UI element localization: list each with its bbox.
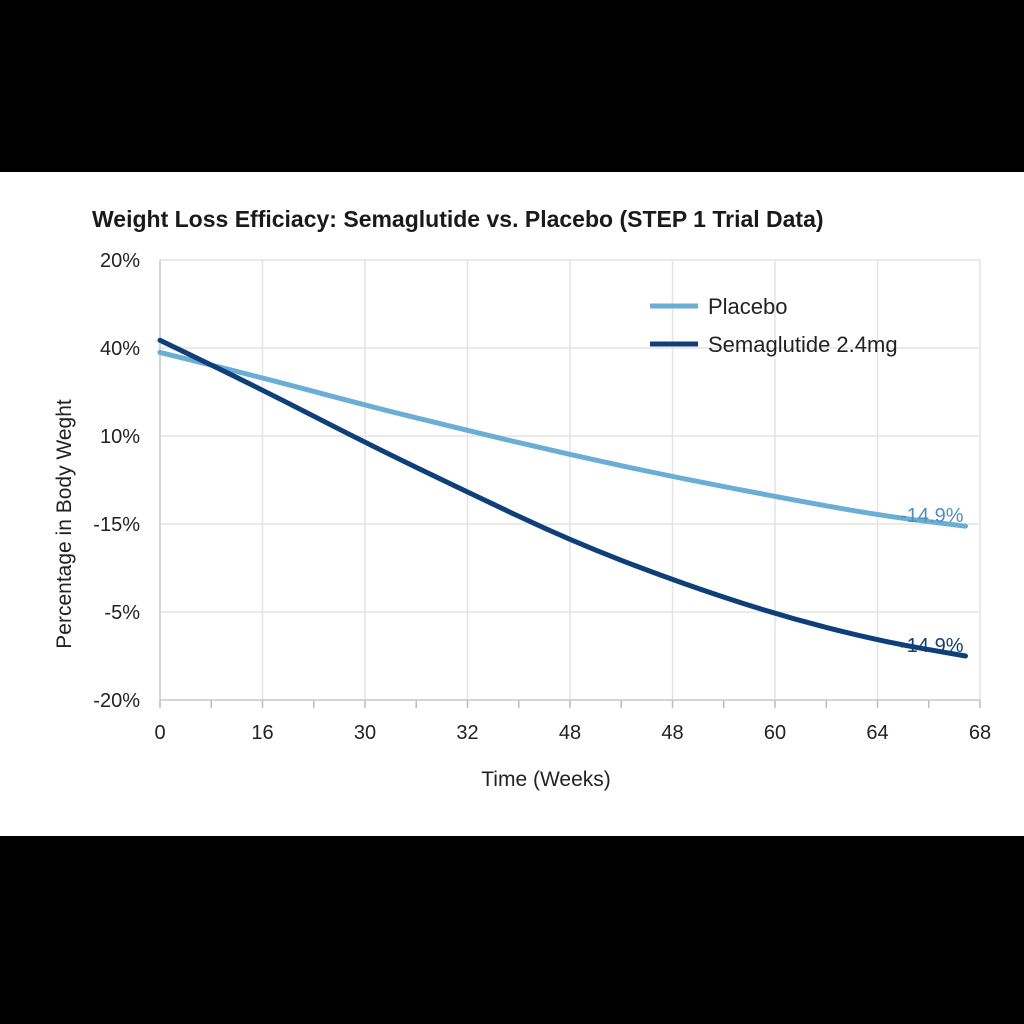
series-line-placebo [157, 349, 969, 529]
x-tick-label: 68 [969, 722, 991, 744]
y-tick-label: 40% [100, 338, 140, 360]
x-axis-ticks: 0 16 30 32 48 48 60 64 68 [154, 722, 991, 744]
line-chart: Weight Loss Efficiacy: Semaglutide vs. P… [53, 206, 991, 791]
x-tick-label: 32 [456, 722, 478, 744]
y-tick-label: 20% [100, 250, 140, 272]
series-line-semaglutide [157, 337, 969, 659]
x-tick-label: 48 [559, 722, 581, 744]
legend-label: Placebo [708, 294, 788, 319]
y-tick-label: 10% [100, 426, 140, 448]
y-tick-label: -15% [93, 514, 140, 536]
y-tick-label: -5% [104, 602, 140, 624]
y-tick-label: -20% [93, 690, 140, 712]
y-axis-label: Percentage in Body Weght [53, 399, 76, 649]
end-value-label: -14.9% [900, 635, 964, 657]
x-tick-label: 0 [154, 722, 165, 744]
legend: Placebo Semaglutide 2.4mg [650, 294, 898, 357]
x-tick-label: 64 [866, 722, 888, 744]
series-lines: -14.9% -14.9% [157, 337, 969, 659]
x-tick-label: 48 [661, 722, 683, 744]
chart-panel: Weight Loss Efficiacy: Semaglutide vs. P… [0, 172, 1024, 836]
y-axis-ticks: 20% 40% 10% -15% -5% -20% [93, 250, 140, 712]
x-tick-label: 16 [251, 722, 273, 744]
x-tick-label: 30 [354, 722, 376, 744]
chart-title: Weight Loss Efficiacy: Semaglutide vs. P… [92, 206, 824, 232]
legend-label: Semaglutide 2.4mg [708, 332, 898, 357]
grid [159, 259, 981, 708]
x-axis-label: Time (Weeks) [481, 768, 611, 791]
x-tick-label: 60 [764, 722, 786, 744]
end-value-label: -14.9% [900, 505, 964, 527]
